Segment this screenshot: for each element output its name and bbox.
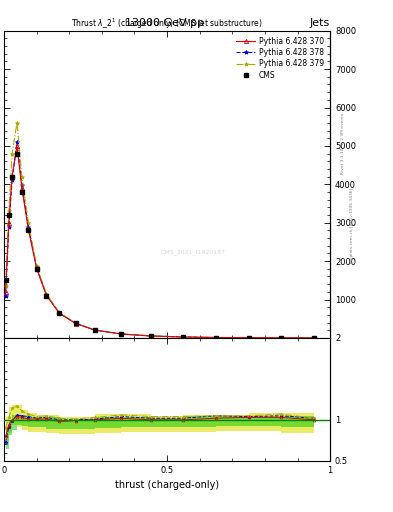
Pythia 6.428 379	[20, 174, 24, 180]
Pythia 6.428 379	[181, 334, 186, 340]
Pythia 6.428 379	[44, 291, 49, 297]
Pythia 6.428 370	[20, 185, 24, 191]
Pythia 6.428 379	[57, 309, 62, 315]
Pythia 6.428 370	[246, 335, 251, 341]
Pythia 6.428 379	[149, 333, 153, 339]
Pythia 6.428 370	[149, 333, 153, 339]
Pythia 6.428 370	[73, 321, 78, 327]
Pythia 6.428 370	[10, 174, 15, 180]
Title: Thrust $\lambda\_2^1$ (charged only) (CMS jet substructure): Thrust $\lambda\_2^1$ (charged only) (CM…	[71, 16, 263, 31]
Pythia 6.428 378	[15, 139, 19, 145]
Pythia 6.428 370	[15, 143, 19, 149]
Pythia 6.428 378	[246, 335, 251, 341]
Pythia 6.428 370	[311, 335, 316, 341]
Legend: Pythia 6.428 370, Pythia 6.428 378, Pythia 6.428 379, CMS: Pythia 6.428 370, Pythia 6.428 378, Pyth…	[234, 34, 326, 82]
Pythia 6.428 379	[26, 220, 31, 226]
Pythia 6.428 370	[181, 334, 186, 340]
Pythia 6.428 379	[15, 120, 19, 126]
Pythia 6.428 379	[246, 335, 251, 341]
Pythia 6.428 378	[3, 293, 8, 299]
Pythia 6.428 370	[119, 331, 124, 337]
Pythia 6.428 378	[214, 334, 219, 340]
Text: 13000 GeV pp: 13000 GeV pp	[125, 18, 205, 28]
Pythia 6.428 379	[3, 283, 8, 289]
Pythia 6.428 379	[93, 327, 97, 333]
Pythia 6.428 370	[34, 265, 39, 271]
Pythia 6.428 370	[44, 292, 49, 298]
Text: mcplots.cern.ch [arXiv:1306.3436]: mcplots.cern.ch [arXiv:1306.3436]	[350, 188, 354, 263]
Pythia 6.428 378	[149, 333, 153, 339]
Pythia 6.428 378	[279, 335, 284, 341]
Pythia 6.428 370	[214, 334, 219, 340]
Pythia 6.428 370	[279, 335, 284, 341]
Line: Pythia 6.428 378: Pythia 6.428 378	[4, 140, 316, 340]
Pythia 6.428 378	[311, 335, 316, 341]
Pythia 6.428 379	[34, 263, 39, 269]
Line: Pythia 6.428 379: Pythia 6.428 379	[4, 121, 316, 340]
Pythia 6.428 378	[181, 334, 186, 340]
Pythia 6.428 379	[6, 208, 11, 215]
Text: Rivet 3.1.10, ≥ 2.9M events: Rivet 3.1.10, ≥ 2.9M events	[341, 113, 345, 174]
Pythia 6.428 378	[44, 291, 49, 297]
Pythia 6.428 378	[20, 182, 24, 188]
Pythia 6.428 379	[73, 320, 78, 326]
Text: CMS_2021_I1920187: CMS_2021_I1920187	[161, 249, 226, 255]
Pythia 6.428 378	[10, 178, 15, 184]
Pythia 6.428 378	[73, 321, 78, 327]
Pythia 6.428 379	[119, 331, 124, 337]
Pythia 6.428 378	[26, 224, 31, 230]
Pythia 6.428 379	[10, 151, 15, 157]
Line: Pythia 6.428 370: Pythia 6.428 370	[4, 144, 316, 340]
Pythia 6.428 370	[93, 327, 97, 333]
Pythia 6.428 378	[93, 327, 97, 333]
Pythia 6.428 379	[311, 335, 316, 341]
Pythia 6.428 370	[6, 220, 11, 226]
Pythia 6.428 370	[26, 226, 31, 232]
Pythia 6.428 379	[279, 335, 284, 341]
Pythia 6.428 378	[57, 310, 62, 316]
Pythia 6.428 370	[57, 310, 62, 316]
X-axis label: thrust (charged-only): thrust (charged-only)	[115, 480, 219, 490]
Pythia 6.428 378	[34, 264, 39, 270]
Pythia 6.428 378	[119, 331, 124, 337]
Pythia 6.428 370	[3, 289, 8, 295]
Pythia 6.428 378	[6, 224, 11, 230]
Pythia 6.428 379	[214, 334, 219, 340]
Text: Jets: Jets	[310, 18, 330, 28]
